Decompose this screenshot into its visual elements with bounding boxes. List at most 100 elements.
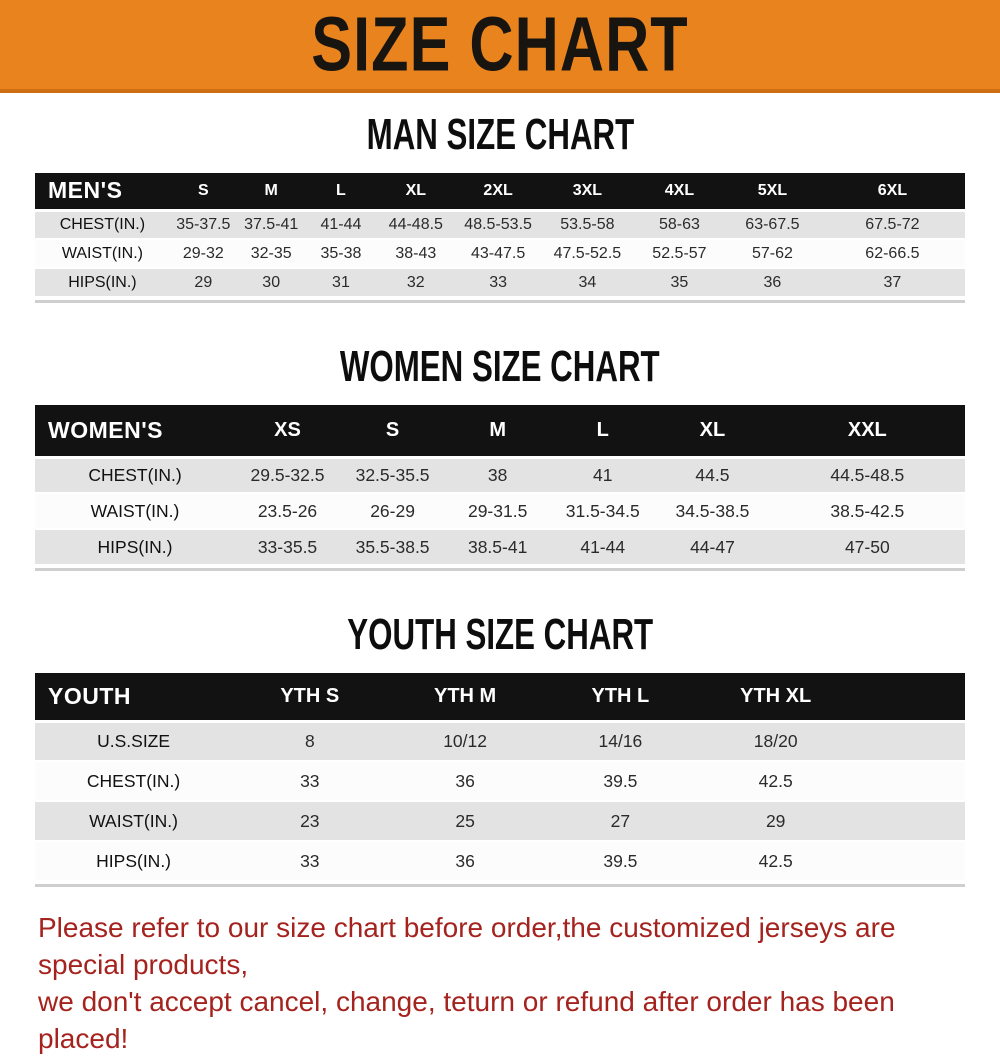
table-cell: 41 [550, 457, 656, 494]
table-cell: 41-44 [305, 210, 377, 240]
table-cell: 23.5-26 [234, 493, 341, 530]
row-label: CHEST(IN.) [35, 761, 233, 802]
table-cell: 33 [232, 761, 388, 802]
men-size-table: MEN'S S M L XL 2XL 3XL 4XL 5XL 6XL CHEST(IN.) 35-37… [35, 173, 965, 298]
disclaimer-line-2: we don't accept cancel, change, teturn o… [38, 986, 895, 1054]
youth-table-wrap: YOUTH YTH S YTH M YTH L YTH XL U.S.SIZE 8 10/12… [35, 673, 965, 887]
table-cell: 37 [819, 268, 965, 298]
table-cell: 31 [305, 268, 377, 298]
page-title: SIZE CHART [311, 5, 687, 82]
column-header: L [305, 173, 377, 212]
column-header: M [445, 405, 551, 459]
row-label: WAIST(IN.) [35, 801, 233, 842]
table-cell: 47-50 [769, 529, 965, 566]
table-corner-label: YOUTH [35, 673, 233, 723]
table-corner-label: WOMEN'S [35, 405, 235, 459]
table-cell: 44-47 [655, 529, 770, 566]
table-cell: 33 [455, 268, 541, 298]
table-cell: 30 [236, 268, 306, 298]
column-header: YTH L [542, 673, 699, 723]
table-cell: 36 [725, 268, 820, 298]
row-label: WAIST(IN.) [35, 493, 235, 530]
table-cell-filler [853, 841, 965, 882]
table-cell: 33 [232, 841, 388, 882]
row-label: CHEST(IN.) [35, 210, 170, 240]
row-label: U.S.SIZE [35, 721, 233, 762]
table-cell: 43-47.5 [455, 239, 541, 269]
column-header: XL [376, 173, 456, 212]
table-cell: 8 [232, 721, 388, 762]
youth-size-table: YOUTH YTH S YTH M YTH L YTH XL U.S.SIZE 8 10/12… [35, 673, 965, 882]
table-cell: 34 [540, 268, 634, 298]
column-header-filler [853, 673, 965, 723]
table-cell: 32 [376, 268, 456, 298]
table-cell-filler [853, 721, 965, 762]
table-row: WAIST(IN.) 23.5-26 26-29 29-31.5 31.5-34.5 34… [35, 493, 965, 530]
column-header: XS [234, 405, 341, 459]
table-cell: 39.5 [542, 761, 699, 802]
section-heading: WOMEN SIZE CHART [0, 343, 1000, 392]
women-size-table: WOMEN'S XS S M L XL XXL CHEST(IN.) 29.5-32.5 32.5… [35, 405, 965, 566]
row-label: WAIST(IN.) [35, 239, 170, 269]
table-cell: 23 [232, 801, 388, 842]
table-cell: 29-31.5 [445, 493, 551, 530]
men-size-section: MAN SIZE CHART MEN'S S M L XL 2XL 3XL 4XL 5XL 6XL C… [0, 111, 1000, 303]
table-cell: 35-38 [305, 239, 377, 269]
table-cell: 32.5-35.5 [340, 457, 446, 494]
column-header: 4XL [633, 173, 725, 212]
table-cell: 38 [445, 457, 551, 494]
table-cell: 18/20 [698, 721, 854, 762]
women-table-wrap: WOMEN'S XS S M L XL XXL CHEST(IN.) 29.5-32.5 32.5… [35, 405, 965, 571]
table-cell: 44-48.5 [376, 210, 456, 240]
table-cell: 29 [169, 268, 237, 298]
table-cell: 26-29 [340, 493, 446, 530]
table-row: U.S.SIZE 8 10/12 14/16 18/20 [35, 721, 965, 762]
column-header: YTH S [232, 673, 388, 723]
column-header: 5XL [725, 173, 820, 212]
table-cell: 47.5-52.5 [540, 239, 634, 269]
disclaimer: Please refer to our size chart before or… [38, 909, 980, 1057]
table-cell: 63-67.5 [725, 210, 820, 240]
table-cell: 25 [387, 801, 543, 842]
table-cell: 53.5-58 [540, 210, 634, 240]
table-cell: 35 [633, 268, 725, 298]
table-row: HIPS(IN.) 33-35.5 35.5-38.5 38.5-41 41-44 44-… [35, 529, 965, 566]
table-cell: 32-35 [236, 239, 306, 269]
section-heading: YOUTH SIZE CHART [0, 611, 1000, 660]
column-header: XL [655, 405, 770, 459]
section-heading-text: WOMEN SIZE CHART [340, 342, 660, 392]
column-header: 3XL [540, 173, 634, 212]
table-header-row: YOUTH YTH S YTH M YTH L YTH XL [35, 673, 965, 723]
section-heading-text: YOUTH SIZE CHART [347, 610, 653, 660]
table-cell-filler [853, 801, 965, 842]
table-cell: 14/16 [542, 721, 699, 762]
column-header: L [550, 405, 656, 459]
column-header: 6XL [819, 173, 965, 212]
page-title-text: SIZE CHART [311, 0, 689, 87]
column-header: S [340, 405, 446, 459]
size-chart-sections: MAN SIZE CHART MEN'S S M L XL 2XL 3XL 4XL 5XL 6XL C… [0, 111, 1000, 887]
table-row: HIPS(IN.) 29 30 31 32 33 34 35 36 37 [35, 268, 965, 298]
row-label: HIPS(IN.) [35, 529, 235, 566]
table-row: HIPS(IN.) 33 36 39.5 42.5 [35, 841, 965, 882]
table-cell: 29.5-32.5 [234, 457, 341, 494]
size-chart-banner: SIZE CHART [0, 0, 1000, 93]
column-header: XXL [769, 405, 965, 459]
table-cell: 58-63 [633, 210, 725, 240]
section-heading: MAN SIZE CHART [0, 111, 1000, 160]
table-header-row: WOMEN'S XS S M L XL XXL [35, 405, 965, 459]
table-cell: 35-37.5 [169, 210, 237, 240]
table-cell: 44.5-48.5 [769, 457, 965, 494]
table-row: WAIST(IN.) 29-32 32-35 35-38 38-43 43-47.5 47.… [35, 239, 965, 269]
table-cell: 10/12 [387, 721, 543, 762]
column-header: M [236, 173, 306, 212]
table-cell: 44.5 [655, 457, 770, 494]
table-row: CHEST(IN.) 29.5-32.5 32.5-35.5 38 41 44.5 44.5… [35, 457, 965, 494]
table-cell: 62-66.5 [819, 239, 965, 269]
column-header: S [169, 173, 237, 212]
table-cell: 38-43 [376, 239, 456, 269]
table-row: CHEST(IN.) 35-37.5 37.5-41 41-44 44-48.5 48.5… [35, 210, 965, 240]
women-size-section: WOMEN SIZE CHART WOMEN'S XS S M L XL XXL CHEST(I… [0, 343, 1000, 571]
table-cell: 41-44 [550, 529, 656, 566]
column-header: YTH M [387, 673, 543, 723]
